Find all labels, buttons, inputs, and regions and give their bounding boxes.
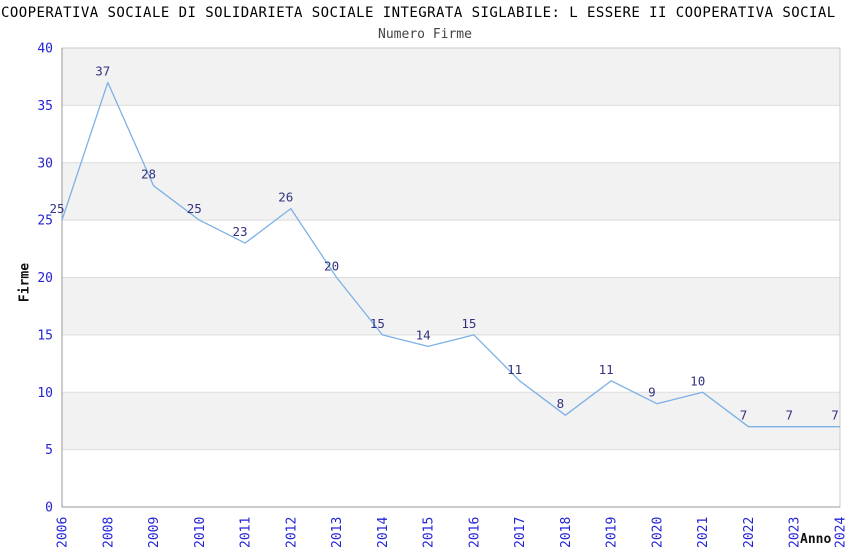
data-label: 9 (648, 385, 656, 400)
x-tick-label: 2008 (101, 517, 116, 548)
data-label: 8 (557, 396, 565, 411)
x-tick-label: 2014 (376, 517, 391, 548)
y-axis-label: Firme (17, 262, 33, 303)
x-axis-label: Anno (800, 532, 832, 547)
y-tick-label: 30 (37, 156, 53, 171)
data-label: 15 (370, 316, 385, 331)
y-tick-label: 25 (37, 214, 53, 229)
plot-band (62, 162, 840, 221)
y-tick-label: 20 (37, 271, 53, 286)
data-label: 15 (461, 316, 476, 331)
x-tick-label: 2017 (513, 517, 528, 548)
data-label: 25 (187, 201, 202, 216)
data-label: 37 (95, 63, 110, 78)
data-label: 20 (324, 259, 339, 274)
data-label: 25 (49, 201, 64, 216)
data-label: 26 (278, 190, 293, 205)
x-tick-label: 2018 (559, 517, 574, 548)
data-label: 10 (690, 373, 705, 388)
data-label: 7 (831, 408, 839, 423)
y-tick-label: 40 (37, 42, 53, 57)
y-tick-label: 15 (37, 328, 53, 343)
data-label: 28 (141, 167, 156, 182)
y-tick-label: 5 (45, 443, 53, 458)
x-tick-label: 2023 (788, 517, 803, 548)
x-tick-label: 2024 (834, 517, 849, 548)
x-tick-label: 2022 (742, 517, 757, 548)
data-label: 14 (416, 327, 431, 342)
x-tick-label: 2010 (193, 517, 208, 548)
y-tick-label: 35 (37, 99, 53, 114)
plot-band (62, 277, 840, 335)
x-tick-label: 2006 (56, 517, 71, 548)
x-tick-label: 2013 (330, 517, 345, 548)
data-label: 23 (233, 224, 248, 239)
x-tick-label: 2012 (284, 517, 299, 548)
series-line (61, 81, 840, 428)
plot-band (62, 48, 840, 106)
x-tick-label: 2009 (147, 517, 162, 548)
x-tick-label: 2020 (650, 517, 665, 548)
x-tick-label: 2021 (696, 517, 711, 548)
data-label: 7 (785, 408, 793, 423)
chart-title: COOPERATIVA SOCIALE DI SOLIDARIETA SOCIA… (1, 5, 836, 21)
data-label: 7 (740, 408, 748, 423)
x-tick-label: 2019 (605, 517, 620, 548)
y-tick-label: 10 (37, 386, 53, 401)
data-label: 11 (599, 362, 614, 377)
chart-subtitle: Numero Firme (378, 27, 472, 42)
y-tick-label: 0 (45, 501, 53, 516)
plot-band (62, 392, 840, 450)
x-tick-label: 2016 (467, 517, 482, 548)
x-tick-label: 2011 (239, 517, 254, 548)
data-label: 11 (507, 362, 522, 377)
x-tick-label: 2015 (422, 517, 437, 548)
